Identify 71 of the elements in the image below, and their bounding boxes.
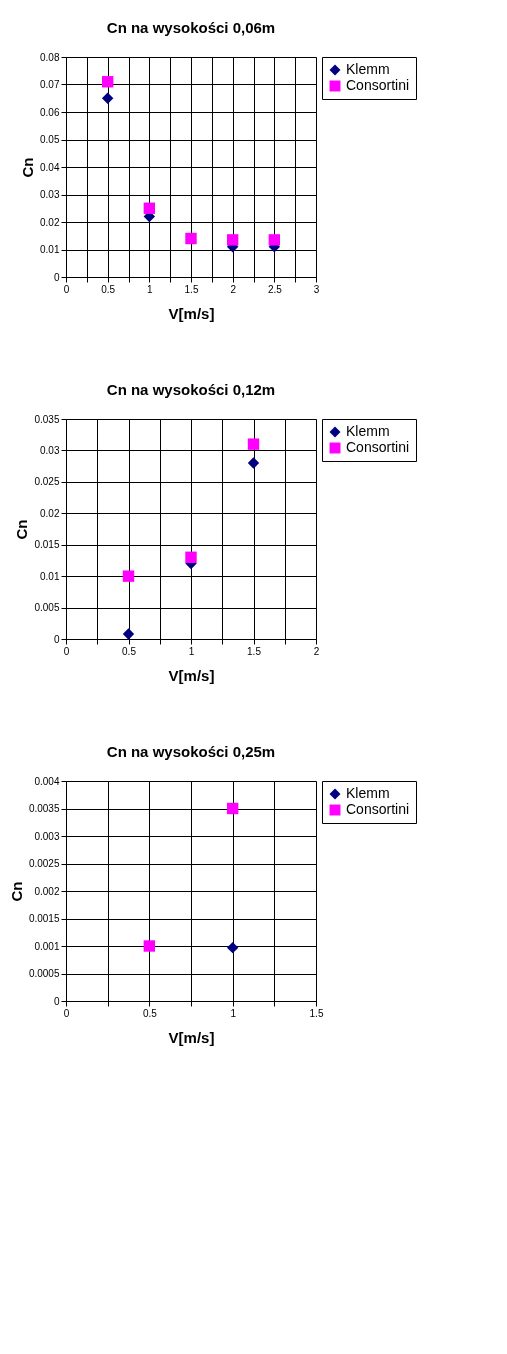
legend-label: Klemm xyxy=(346,61,390,77)
y-tick-label: 0 xyxy=(53,633,60,645)
x-axis-title: V[m/s] xyxy=(168,304,215,322)
legend-label: Consortini xyxy=(346,801,410,817)
x-tick-label: 2.5 xyxy=(267,283,283,295)
y-tick-label: 0 xyxy=(53,995,60,1007)
y-tick-label: 0.06 xyxy=(40,106,60,118)
y-tick-label: 0.003 xyxy=(34,830,60,842)
x-tick-label: 2 xyxy=(230,283,237,295)
x-axis-title: V[m/s] xyxy=(168,1028,215,1046)
x-tick-label: 1.5 xyxy=(184,283,199,295)
point xyxy=(143,202,156,214)
chart-title: Cn na wysokości 0,25m xyxy=(106,743,276,760)
point xyxy=(143,940,156,952)
y-tick-label: 0.0005 xyxy=(28,968,60,979)
y-tick-label: 0.005 xyxy=(34,602,60,614)
y-tick-label: 0.02 xyxy=(40,507,60,519)
x-tick-label: 2 xyxy=(313,645,320,657)
point xyxy=(226,802,239,815)
y-tick-label: 0.015 xyxy=(34,539,60,551)
y-tick-label: 0.0035 xyxy=(28,803,60,814)
chart-title: Cn na wysokości 0,06m xyxy=(106,19,276,36)
x-tick-label: 1.5 xyxy=(309,1007,324,1019)
legend-label: Klemm xyxy=(346,785,390,801)
point xyxy=(268,234,281,246)
point xyxy=(247,457,260,469)
point xyxy=(101,76,114,88)
y-tick-label: 0.002 xyxy=(34,885,60,897)
y-tick-label: 0.004 xyxy=(34,775,60,787)
y-tick-label: 0.0015 xyxy=(28,913,60,924)
legend-label: Consortini xyxy=(346,77,410,93)
point xyxy=(226,234,239,246)
x-tick-label: 0 xyxy=(63,1007,70,1019)
x-axis-title: V[m/s] xyxy=(168,666,215,684)
point xyxy=(122,570,135,582)
y-tick-label: 0.025 xyxy=(34,476,60,488)
x-tick-label: 0 xyxy=(63,283,70,295)
x-tick-label: 0.5 xyxy=(122,645,137,657)
y-tick-label: 0.07 xyxy=(40,79,60,90)
legend-label: Klemm xyxy=(346,423,390,439)
y-tick-label: 0.08 xyxy=(40,51,60,63)
chart-title: Cn na wysokości 0,12m xyxy=(106,381,276,398)
x-tick-label: 0.5 xyxy=(101,283,116,295)
point xyxy=(185,551,197,563)
x-tick-label: 1 xyxy=(230,1007,237,1019)
y-tick-label: 0.03 xyxy=(40,444,60,456)
point xyxy=(101,92,114,104)
y-tick-label: 0.01 xyxy=(40,570,60,582)
x-tick-label: 0 xyxy=(63,645,70,657)
y-tick-label: 0.001 xyxy=(34,940,60,952)
y-tick-label: 0.01 xyxy=(40,244,60,255)
y-axis-title: Cn xyxy=(13,519,31,540)
legend-label: Consortini xyxy=(346,439,410,455)
y-axis-title: Cn xyxy=(7,881,25,902)
point xyxy=(247,438,260,450)
point xyxy=(185,232,197,245)
y-axis-title: Cn xyxy=(19,157,37,178)
x-tick-label: 1 xyxy=(188,645,195,657)
y-tick-label: 0.05 xyxy=(40,134,60,145)
x-tick-label: 1.5 xyxy=(247,645,262,657)
y-tick-label: 0.04 xyxy=(40,161,60,173)
point xyxy=(226,941,239,954)
x-tick-label: 3 xyxy=(313,283,320,295)
y-tick-label: 0 xyxy=(53,271,60,283)
y-tick-label: 0.02 xyxy=(40,216,60,228)
y-tick-label: 0.0025 xyxy=(28,858,60,869)
x-tick-label: 0.5 xyxy=(142,1007,158,1019)
y-tick-label: 0.035 xyxy=(34,413,60,425)
x-tick-label: 1 xyxy=(147,283,154,295)
point xyxy=(122,628,135,640)
y-tick-label: 0.03 xyxy=(40,189,60,200)
